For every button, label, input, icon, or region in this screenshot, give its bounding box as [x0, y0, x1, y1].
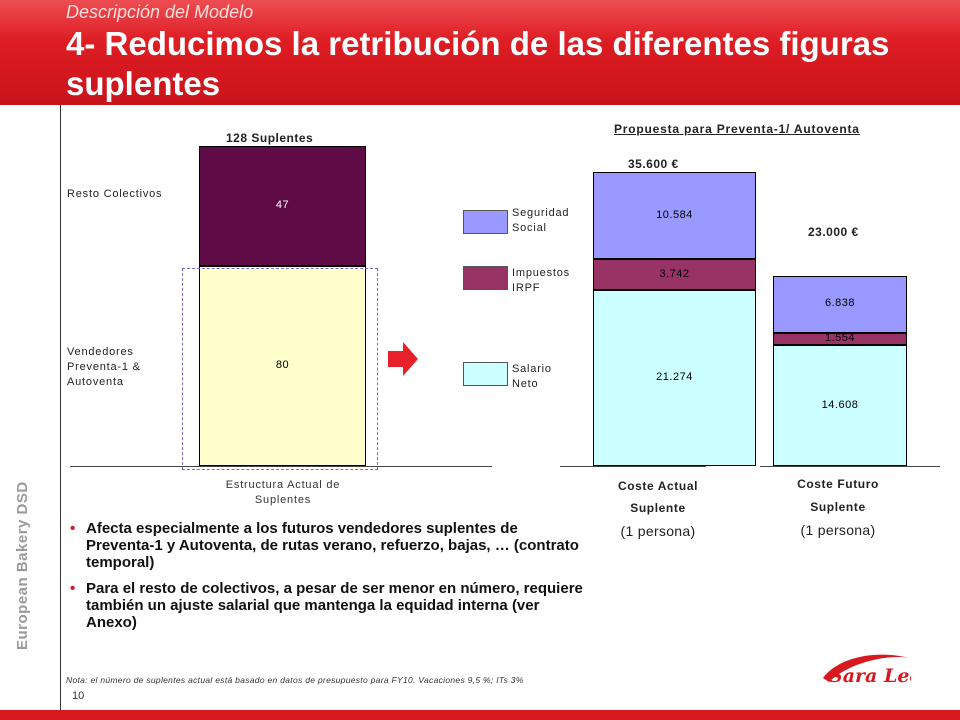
side-brand-text: European Bakery DSD: [14, 481, 31, 650]
bar-futuro-value-seguridad-social: 6.838: [824, 297, 856, 310]
right-chart-baseline-2: [760, 466, 940, 467]
left-chart-total-label: 128 Suplentes: [226, 131, 314, 145]
bar-actual-value-irpf: 3.742: [659, 267, 690, 280]
bar-actual-value-seguridad-social: 10.584: [656, 208, 693, 221]
bar-actual-segment-irpf: [593, 259, 756, 291]
right-chart-title: Propuesta para Preventa-1/ Autoventa: [614, 122, 860, 136]
logo-text: Sara Lee: [829, 665, 911, 687]
bar-category-futuro-line2: Suplente: [810, 500, 866, 514]
bar-category-actual-line1: Coste Actual: [617, 479, 699, 493]
bar-total-label-actual: 35.600 €: [628, 157, 679, 171]
footnote: Nota: el número de suplentes actual está…: [66, 675, 524, 685]
left-divider-line: [60, 105, 61, 710]
legend-label-salario-neto: Salario Neto: [512, 363, 552, 390]
legend-swatch-seguridad-social: [463, 210, 508, 234]
slide-subtitle: Descripción del Modelo: [66, 2, 254, 22]
left-bar-segment-vendedores: [199, 266, 366, 466]
bullet-text: Para el resto de colectivos, a pesar de …: [86, 580, 583, 631]
slide-title: 4- Reducimos la retribución de las difer…: [66, 25, 890, 102]
left-bar-value-resto: 47: [275, 199, 290, 211]
highlight-dashed-box: [182, 268, 378, 470]
bullet-marker: •: [70, 580, 76, 597]
sara-lee-logo: Sara Lee: [823, 654, 911, 687]
bar-futuro-segment-salario-neto: [773, 345, 907, 466]
bullet-list: • Afecta especialmente a los futuros ven…: [70, 520, 590, 640]
bar-category-futuro-line3: (1 persona): [800, 522, 876, 538]
bar-futuro-value-irpf: 1.554: [824, 331, 856, 344]
bar-category-futuro-line1: Coste Futuro: [797, 477, 879, 491]
bar-total-label-futuro: 23.000 €: [808, 225, 859, 239]
footer-bar: [0, 710, 960, 720]
bar-category-actual-line3: (1 persona): [620, 523, 696, 539]
bar-category-actual-line2: Suplente: [630, 501, 686, 515]
legend-label-seguridad-social: Seguridad Social: [512, 207, 570, 234]
bullet-text: Afecta especialmente a los futuros vende…: [86, 520, 579, 571]
bullet-item: • Para el resto de colectivos, a pesar d…: [70, 580, 590, 631]
left-bar-value-vendedores: 80: [275, 359, 290, 371]
bullet-marker: •: [70, 520, 76, 537]
page-number: 10: [72, 690, 85, 702]
bar-futuro-segment-seguridad-social: [773, 276, 907, 333]
bar-actual-value-salario-neto: 21.274: [656, 371, 693, 384]
left-chart-baseline: [70, 466, 492, 467]
legend-swatch-impuestos-irpf: [463, 266, 508, 290]
right-chart-baseline-1: [560, 466, 706, 467]
bar-actual-segment-salario-neto: [593, 290, 756, 466]
left-segment-label-vendedores: Vendedores Preventa-1 & Autoventa: [67, 346, 141, 388]
left-segment-label-resto: Resto Colectivos: [67, 188, 163, 200]
bullet-item: • Afecta especialmente a los futuros ven…: [70, 520, 590, 571]
legend-label-impuestos-irpf: Impuestos IRPF: [512, 267, 570, 294]
header-banner: Descripción del Modelo 4- Reducimos la r…: [0, 0, 960, 105]
bar-futuro-value-salario-neto: 14.608: [821, 398, 859, 411]
left-bar-segment-resto: [199, 146, 366, 266]
header-gloss: [0, 0, 960, 40]
left-chart-category-label: Estructura Actual de Suplentes: [225, 479, 341, 506]
right-arrow-icon: [388, 342, 418, 376]
bar-futuro-segment-irpf: [773, 332, 907, 346]
legend-swatch-salario-neto: [463, 362, 508, 386]
bar-actual-segment-seguridad-social: [593, 172, 756, 260]
